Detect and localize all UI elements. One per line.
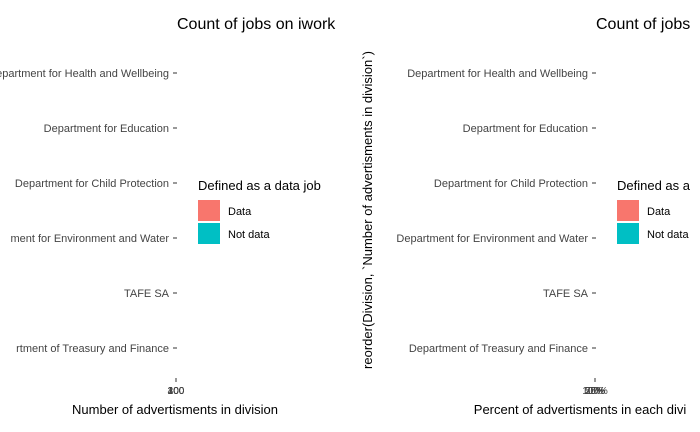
right-x-tick-label: 25% [585, 386, 605, 397]
left-category-label: epartment for Health and Wellbeing [0, 68, 169, 80]
left-category-label: Department for Child Protection [15, 178, 169, 190]
left-panel: Count of jobs on iwork epartment for Hea… [0, 16, 336, 417]
right-category-axis: Department for Health and Wellbeing Depar… [396, 68, 596, 355]
left-x-tick-label: 400 [168, 386, 185, 397]
right-chart-title: Count of jobs [596, 16, 690, 33]
right-legend: Defined as a Data Not data [617, 178, 691, 244]
left-legend-label-data: Data [228, 206, 252, 218]
left-legend: Defined as a data job Data Not data [198, 178, 321, 244]
right-x-axis-title: Percent of advertisments in each divi [474, 402, 687, 417]
right-x-tick-label: 50% [585, 386, 605, 397]
left-x-tick-label: 100 [168, 386, 185, 397]
right-y-axis-title: reorder(Division, `Number of advertismen… [360, 51, 375, 369]
left-x-tick-label: 0 [173, 386, 179, 397]
right-x-tick-label: 0% [588, 386, 603, 397]
right-x-tick-label: 100% [582, 386, 608, 397]
left-legend-label-not-data: Not data [228, 229, 270, 241]
right-category-label: Department for Education [463, 123, 588, 135]
right-legend-swatch-data [617, 200, 639, 221]
left-legend-swatch-data [198, 200, 220, 221]
left-category-label: rtment of Treasury and Finance [16, 343, 169, 355]
right-legend-label-data: Data [647, 206, 671, 218]
right-x-tick-label: 75% [585, 386, 605, 397]
right-x-axis-ticks: 0%25%50%75%100% [582, 378, 608, 397]
right-category-label: Department for Environment and Water [396, 233, 588, 245]
right-legend-swatch-not-data [617, 223, 639, 244]
left-legend-title: Defined as a data job [198, 178, 321, 193]
right-category-label: TAFE SA [543, 288, 589, 300]
left-x-axis-title: Number of advertisments in division [72, 402, 278, 417]
left-category-label: Department for Education [44, 123, 169, 135]
left-category-label: ment for Environment and Water [10, 233, 169, 245]
right-category-label: Department for Child Protection [434, 178, 588, 190]
right-legend-label-not-data: Not data [647, 229, 689, 241]
left-x-tick-label: 300 [168, 386, 185, 397]
right-panel: Count of jobs reorder(Division, `Number … [360, 16, 691, 417]
left-x-tick-label: 200 [168, 386, 185, 397]
left-legend-swatch-not-data [198, 223, 220, 244]
right-legend-title: Defined as a [617, 178, 691, 193]
right-category-label: Department for Health and Wellbeing [407, 68, 588, 80]
left-category-label: TAFE SA [124, 288, 170, 300]
left-chart-title: Count of jobs on iwork [177, 16, 336, 33]
left-category-axis: epartment for Health and Wellbeing Depart… [0, 68, 177, 355]
right-category-label: Department of Treasury and Finance [409, 343, 588, 355]
